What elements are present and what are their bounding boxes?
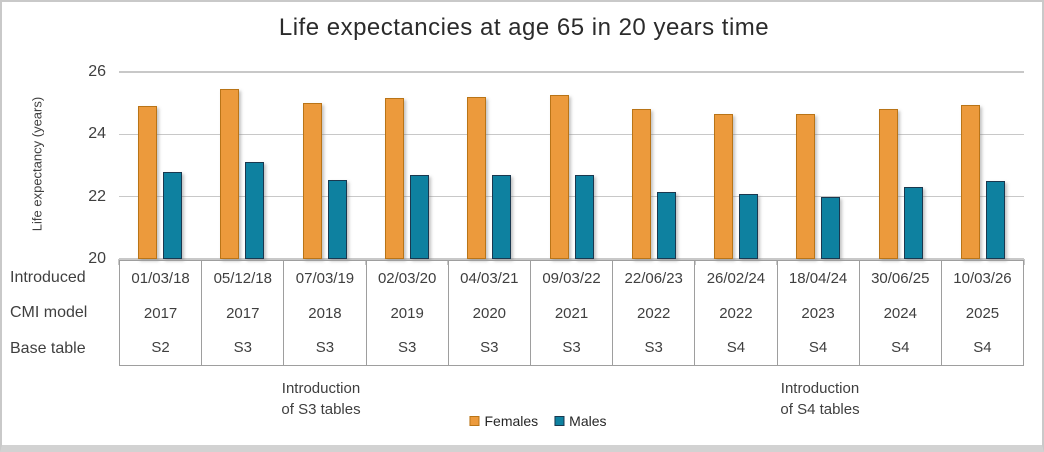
table-cell-base-table: S3 xyxy=(644,339,663,357)
row-label-introduced: Introduced xyxy=(10,269,86,286)
x-axis-table: 01/03/18 2017 S2 05/12/18 2017 S3 07/03/19 2018… xyxy=(119,260,1024,366)
table-row-labels: Introduced CMI model Base table xyxy=(10,260,116,366)
table-column-10/03/26: 10/03/26 2025 S4 xyxy=(942,261,1023,365)
table-cell-base-table: S3 xyxy=(233,339,252,357)
table-cell-introduced: 05/12/18 xyxy=(213,269,272,287)
bar-females-02/03/20 xyxy=(384,98,404,259)
table-cell-cmi-model: 2022 xyxy=(719,304,753,322)
table-cell-introduced: 22/06/23 xyxy=(624,269,683,287)
table-cell-base-table: S4 xyxy=(891,339,910,357)
table-column-07/03/19: 07/03/19 2018 S3 xyxy=(284,261,367,365)
bar-females-22/06/23 xyxy=(631,109,651,259)
table-column-02/03/20: 02/03/20 2019 S3 xyxy=(367,261,449,365)
row-label-cmi-model: CMI model xyxy=(10,304,88,322)
bar-males-01/03/18 xyxy=(163,171,183,259)
table-cell-cmi-model: 2021 xyxy=(554,304,589,322)
legend-label-males: Males xyxy=(569,413,607,429)
bar-females-04/03/21 xyxy=(467,96,487,259)
table-cell-introduced: 07/03/19 xyxy=(295,269,355,287)
legend-item-males: Males xyxy=(554,413,607,429)
y-tick-label-24: 24 xyxy=(88,125,106,143)
table-cell-base-table: S3 xyxy=(397,339,417,357)
bar-males-18/04/24 xyxy=(821,196,841,259)
plot-area xyxy=(118,71,1025,265)
bar-males-22/06/23 xyxy=(656,191,676,259)
chart-title: Life expectancies at age 65 in 20 years … xyxy=(278,14,770,41)
bar-females-18/04/24 xyxy=(796,114,816,259)
table-cell-base-table: S2 xyxy=(151,339,170,357)
table-cell-cmi-model: 2019 xyxy=(390,304,424,322)
bar-males-30/06/25 xyxy=(903,187,923,259)
bar-females-01/03/18 xyxy=(138,106,158,259)
table-column-04/03/21: 04/03/21 2020 S3 xyxy=(449,261,531,365)
bar-males-02/03/20 xyxy=(409,174,429,259)
table-column-26/02/24: 26/02/24 2022 S4 xyxy=(695,261,778,365)
table-cell-introduced: 01/03/18 xyxy=(131,269,190,287)
table-cell-base-table: S4 xyxy=(808,339,828,357)
legend-label-females: Females xyxy=(484,413,539,429)
table-cell-base-table: S4 xyxy=(973,339,992,357)
y-tick-label-26: 26 xyxy=(88,63,106,80)
table-cell-cmi-model: 2024 xyxy=(883,304,917,322)
annotation-s3-tables: Introduction of S3 tables xyxy=(281,380,361,418)
y-tick-label-22: 22 xyxy=(88,187,106,205)
legend-item-females: Females xyxy=(469,413,538,429)
bar-males-26/02/24 xyxy=(739,193,759,259)
legend: Females Males xyxy=(469,413,607,429)
row-label-base-table: Base table xyxy=(10,339,86,357)
table-cell-introduced: 26/02/24 xyxy=(706,269,766,287)
table-cell-base-table: S3 xyxy=(315,339,335,357)
table-cell-base-table: S3 xyxy=(562,339,581,357)
table-cell-introduced: 10/03/26 xyxy=(953,269,1012,287)
table-column-01/03/18: 01/03/18 2017 S2 xyxy=(120,261,203,365)
bar-males-10/03/26 xyxy=(985,181,1005,259)
table-cell-cmi-model: 2025 xyxy=(965,304,1000,322)
table-cell-introduced: 18/04/24 xyxy=(788,269,848,287)
gridline-24 xyxy=(119,133,1024,136)
bar-females-09/03/22 xyxy=(549,95,569,259)
gridline-20 xyxy=(119,258,1024,260)
table-cell-cmi-model: 2017 xyxy=(226,304,260,322)
gridline-26 xyxy=(119,71,1024,73)
bar-females-10/03/26 xyxy=(960,104,980,259)
table-cell-introduced: 02/03/20 xyxy=(377,269,437,287)
table-column-22/06/23: 22/06/23 2022 S3 xyxy=(613,261,696,365)
table-column-18/04/24: 18/04/24 2023 S4 xyxy=(778,261,860,365)
bar-females-30/06/25 xyxy=(878,109,898,259)
table-cell-introduced: 09/03/22 xyxy=(542,269,601,287)
annotation-s4-tables: Introduction of S4 tables xyxy=(780,380,860,418)
gridline-22 xyxy=(119,195,1024,198)
x-axis-tick xyxy=(1023,259,1025,265)
y-tick-label-20: 20 xyxy=(88,250,106,267)
bar-males-05/12/18 xyxy=(245,162,265,259)
bar-males-04/03/21 xyxy=(492,174,512,259)
table-cell-cmi-model: 2022 xyxy=(637,304,671,322)
legend-swatch-males xyxy=(554,416,565,426)
bar-males-09/03/22 xyxy=(574,174,594,259)
table-column-09/03/22: 09/03/22 2021 S3 xyxy=(531,261,614,365)
table-cell-introduced: 04/03/21 xyxy=(460,269,519,287)
table-column-30/06/25: 30/06/25 2024 S4 xyxy=(860,261,942,365)
table-column-05/12/18: 05/12/18 2017 S3 xyxy=(202,261,285,365)
table-cell-base-table: S3 xyxy=(480,339,499,357)
bar-females-05/12/18 xyxy=(220,89,240,259)
table-cell-cmi-model: 2017 xyxy=(143,304,178,322)
table-cell-introduced: 30/06/25 xyxy=(871,269,930,287)
bar-females-26/02/24 xyxy=(714,114,734,259)
legend-swatch-females xyxy=(469,416,480,426)
table-cell-cmi-model: 2023 xyxy=(801,304,835,322)
table-cell-base-table: S4 xyxy=(726,339,746,357)
bar-males-07/03/19 xyxy=(327,179,347,259)
table-cell-cmi-model: 2018 xyxy=(308,304,342,322)
y-axis-label-text: Life expectancy (years) xyxy=(29,96,45,232)
bar-females-07/03/19 xyxy=(302,103,322,259)
table-cell-cmi-model: 2020 xyxy=(472,304,507,322)
